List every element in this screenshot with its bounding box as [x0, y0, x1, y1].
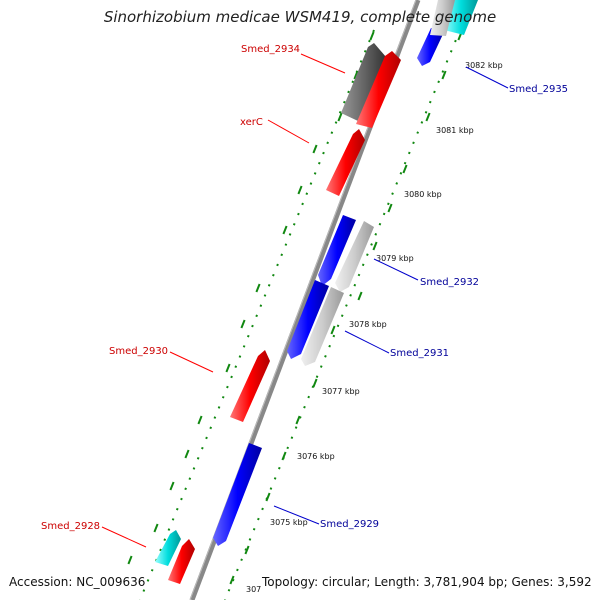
- forward-major-ticks: [127, 31, 375, 565]
- gene-label-smed-2935[interactable]: Smed_2935: [509, 84, 568, 95]
- tick-label-3077: 3077 kbp: [322, 387, 360, 396]
- gene-smed-2930[interactable]: [230, 350, 270, 422]
- map-title: Sinorhizobium medicae WSM419, complete g…: [103, 8, 497, 26]
- reverse-tick-mark-11: [265, 492, 271, 502]
- forward-guide-line: [139, 29, 375, 600]
- genes-reverse: [213, 0, 478, 546]
- gene-smed-2934[interactable]: [356, 51, 401, 128]
- reverse-tick-mark-12: [244, 545, 250, 555]
- reverse-tick-mark-7: [330, 325, 336, 335]
- gene-smed-2931[interactable]: [301, 287, 344, 366]
- gene-smed-2928[interactable]: [168, 539, 195, 584]
- reverse-tick-mark-13: [229, 575, 235, 585]
- gene-label-smed-2930[interactable]: Smed_2930: [109, 346, 168, 357]
- reverse-tick-mark-2: [425, 112, 431, 122]
- gene-label-smed-2932[interactable]: Smed_2932: [420, 277, 479, 288]
- reverse-tick-mark-3: [402, 164, 408, 174]
- reverse-major-ticks: [229, 31, 463, 585]
- gene-leader-lines: [101, 53, 509, 548]
- gene-labels: Smed_2934 xerC Smed_2930 Smed_2928 Smed_…: [41, 44, 568, 532]
- forward-tick-mark-0: [369, 31, 375, 41]
- tick-label-3078: 3078 kbp: [349, 320, 387, 329]
- reverse-guide-line: [224, 29, 461, 600]
- forward-tick-mark-2: [337, 112, 343, 122]
- forward-tick-mark-11: [169, 481, 175, 491]
- reverse-tick-mark-6: [357, 291, 363, 301]
- tick-label-3076: 3076 kbp: [297, 452, 335, 461]
- accession-info: Accession: NC_009636: [9, 575, 146, 589]
- gene-label-smed-2929[interactable]: Smed_2929: [320, 519, 379, 530]
- genes-forward: [155, 43, 401, 584]
- gene-top-white[interactable]: [430, 0, 455, 36]
- forward-tick-mark-4: [297, 185, 303, 195]
- gene-label-smed-2928[interactable]: Smed_2928: [41, 521, 100, 532]
- forward-tick-mark-8: [225, 363, 231, 373]
- tick-label-3079: 3079 kbp: [376, 254, 414, 263]
- gene-label-xerc[interactable]: xerC: [240, 117, 263, 128]
- forward-tick-mark-3: [312, 144, 318, 154]
- gene-xerc[interactable]: [326, 129, 365, 196]
- forward-tick-mark-6: [255, 283, 261, 293]
- tick-labels: 3075 kbp 3076 kbp 3077 kbp 3078 kbp 3079…: [246, 61, 503, 594]
- gene-smed-2935[interactable]: [417, 28, 444, 66]
- forward-tick-mark-13: [127, 555, 133, 565]
- tick-label-3082: 3082 kbp: [465, 61, 503, 70]
- gene-smed-2928-cyan[interactable]: [155, 530, 181, 566]
- reverse-tick-mark-10: [281, 451, 287, 461]
- forward-tick-mark-1: [353, 70, 359, 80]
- tick-label-3080: 3080 kbp: [404, 190, 442, 199]
- forward-tick-mark-12: [153, 523, 159, 533]
- topology-info: Topology: circular; Length: 3,781,904 bp…: [262, 575, 592, 589]
- gene-smed-2932-blue[interactable]: [318, 215, 356, 286]
- forward-tick-mark-9: [197, 415, 203, 425]
- gene-smed-2934-gray[interactable]: [341, 43, 386, 121]
- tick-label-3081: 3081 kbp: [436, 126, 474, 135]
- reverse-tick-mark-1: [441, 70, 447, 80]
- reverse-tick-mark-4: [387, 203, 393, 213]
- gene-smed-2932[interactable]: [335, 221, 374, 292]
- gene-label-smed-2934[interactable]: Smed_2934: [241, 44, 300, 55]
- forward-tick-mark-7: [240, 319, 246, 329]
- reverse-tick-mark-9: [295, 415, 301, 425]
- forward-tick-mark-5: [282, 225, 288, 235]
- tick-label-3075: 3075 kbp: [270, 518, 308, 527]
- gene-smed-2931-blue[interactable]: [287, 280, 329, 359]
- forward-tick-mark-10: [184, 449, 190, 459]
- tick-label-partial: 307: [246, 585, 261, 594]
- gene-label-smed-2931[interactable]: Smed_2931: [390, 348, 449, 359]
- reverse-tick-mark-5: [372, 241, 378, 251]
- reverse-tick-mark-8: [312, 378, 318, 388]
- gene-smed-2929[interactable]: [213, 443, 262, 546]
